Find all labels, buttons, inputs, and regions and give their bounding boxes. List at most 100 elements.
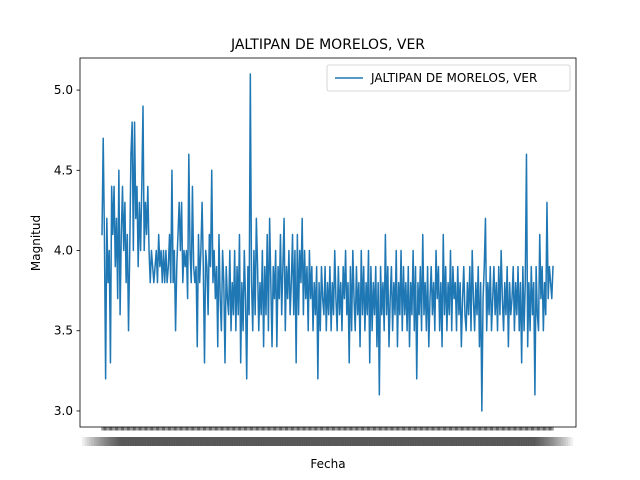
x-tick-label-overlap (180, 437, 221, 446)
x-tick-label-overlap (279, 437, 320, 446)
x-axis-label: Fecha (310, 457, 345, 471)
x-tick-label-overlap (238, 437, 279, 446)
x-tick-label-overlap (520, 437, 561, 446)
x-tick-label-overlap (139, 437, 180, 446)
x-tick-label-overlap (94, 437, 135, 446)
x-tick-label-overlap (164, 437, 204, 446)
x-tick-label-overlap (243, 437, 284, 446)
x-tick-label-overlap (233, 437, 274, 446)
x-tick-label-overlap (311, 437, 352, 446)
y-tick-label: 4.5 (54, 163, 73, 177)
x-tick-label-overlap (349, 437, 390, 446)
plot-frame (79, 57, 577, 428)
x-tick-label-overlap (393, 437, 434, 446)
x-tick-label-overlap (301, 437, 342, 446)
x-tick-label-overlap (241, 437, 282, 446)
x-tick-label-overlap (106, 437, 147, 446)
x-tick-label-overlap (460, 437, 501, 446)
x-tick-label-overlap (192, 437, 233, 446)
x-tick-label-overlap (82, 437, 122, 446)
x-tick-label-overlap (484, 437, 525, 446)
x-tick-label-overlap (434, 437, 475, 446)
x-tick-label-overlap (231, 437, 272, 446)
x-tick-label-overlap (176, 437, 217, 446)
x-tick-label-overlap (419, 437, 460, 446)
x-tick-label-overlap (132, 437, 173, 446)
x-tick-label-overlap (530, 437, 571, 446)
x-tick-label-overlap (533, 437, 573, 446)
x-tick-label-overlap (190, 437, 231, 446)
x-tick-label-overlap (356, 437, 397, 446)
legend-box (326, 64, 571, 92)
x-tick-label-overlap (451, 437, 491, 446)
x-tick-label-overlap (347, 437, 388, 446)
x-tick-label-overlap (528, 437, 569, 446)
x-tick-label-overlap (376, 437, 417, 446)
x-tick-label-overlap (381, 437, 422, 446)
x-tick-label-overlap (149, 437, 190, 446)
x-tick-label-overlap (185, 437, 226, 446)
x-tick-label-overlap (337, 437, 378, 446)
x-tick-label-overlap (202, 437, 243, 446)
x-tick-label-overlap (405, 437, 446, 446)
x-tick-label-overlap (86, 437, 127, 446)
x-tick-label-overlap (236, 437, 277, 446)
x-tick-label-overlap (344, 437, 385, 446)
x-tick-label-overlap (332, 437, 373, 446)
x-tick-label-overlap (178, 437, 219, 446)
x-tick-label-overlap (284, 437, 325, 446)
x-tick-label-overlap (205, 437, 245, 446)
x-tick-label-overlap (467, 437, 508, 446)
x-tick-label-overlap (410, 437, 450, 446)
x-tick-label-overlap (137, 437, 178, 446)
x-tick-label-overlap (89, 437, 130, 446)
x-tick-label-overlap (289, 437, 330, 446)
x-tick-label-overlap (303, 437, 344, 446)
x-tick-label-overlap (135, 437, 176, 446)
x-tick-label-overlap (402, 437, 443, 446)
x-tick-label-overlap (397, 437, 438, 446)
x-tick-label-overlap (287, 437, 327, 446)
x-tick-label-overlap (412, 437, 453, 446)
y-tick-label: 3.0 (54, 404, 73, 418)
x-tick-label-overlap (383, 437, 424, 446)
x-tick-label-overlap (400, 437, 441, 446)
x-tick-label-overlap (188, 437, 229, 446)
x-tick-label-overlap (516, 437, 557, 446)
x-tick-label-overlap (482, 437, 523, 446)
x-tick-label-overlap (364, 437, 405, 446)
x-tick-label-overlap (436, 437, 477, 446)
x-tick-label-overlap (253, 437, 294, 446)
x-tick-label-overlap (369, 437, 409, 446)
x-tick-label-overlap (323, 437, 364, 446)
x-tick-label-overlap (470, 437, 511, 446)
x-tick-label-overlap (340, 437, 381, 446)
x-tick-label-overlap (108, 437, 149, 446)
x-tick-label-overlap (265, 437, 306, 446)
x-tick-label-overlap (103, 437, 144, 446)
x-tick-label-overlap (277, 437, 318, 446)
x-tick-label-overlap (291, 437, 332, 446)
x-tick-label-overlap (328, 437, 368, 446)
x-tick-label-overlap (518, 437, 559, 446)
x-tick-label-overlap (465, 437, 506, 446)
x-tick-label-overlap (325, 437, 366, 446)
x-tick-label-overlap (352, 437, 393, 446)
x-tick-label-overlap (371, 437, 412, 446)
x-tick-label-overlap (151, 437, 192, 446)
x-tick-label-overlap (250, 437, 291, 446)
x-tick-label-overlap (373, 437, 414, 446)
x-tick-label-overlap (214, 437, 255, 446)
x-tick-label-overlap (147, 437, 188, 446)
x-tick-label-overlap (487, 437, 528, 446)
x-tick-label-overlap (455, 437, 496, 446)
x-tick-label-overlap (144, 437, 185, 446)
x-tick-label-overlap (407, 437, 448, 446)
x-tick-label-overlap (463, 437, 504, 446)
x-tick-label-overlap (446, 437, 487, 446)
x-tick-label-overlap (113, 437, 154, 446)
x-tick-label-overlap (458, 437, 499, 446)
x-tick-label-overlap (525, 437, 566, 446)
x-tick-label-overlap (477, 437, 518, 446)
y-tick-label: 5.0 (54, 83, 73, 97)
